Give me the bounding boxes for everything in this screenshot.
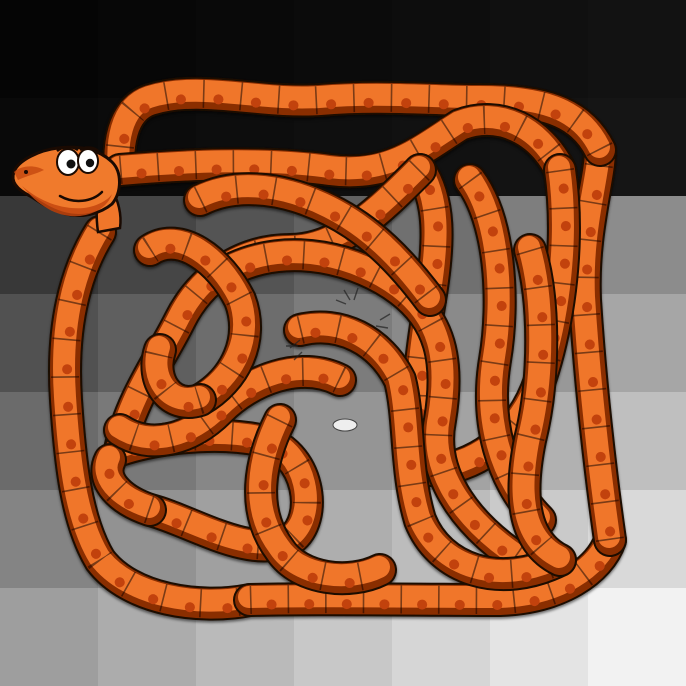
snake-body-segment [140, 333, 217, 419]
snake-body-segment [90, 443, 167, 527]
snake-body-segment [48, 215, 267, 621]
snake-body-segment [133, 226, 262, 417]
snake-body-segment [283, 310, 577, 591]
snake-body-segment [567, 133, 627, 557]
snake-body-segment [213, 238, 537, 577]
snake-body-segment [183, 172, 447, 317]
snake-body-segment [103, 355, 357, 458]
background-tile [588, 588, 686, 686]
snake-body-segment [103, 103, 577, 189]
snake-body-segment [233, 523, 627, 617]
snake-body-segment [102, 76, 617, 187]
background-tile [588, 0, 686, 98]
debris-decoration [286, 287, 391, 361]
white-pebble [332, 418, 358, 432]
snake-body-segment [244, 403, 397, 596]
snake-body-segment [507, 233, 577, 577]
background-tile [0, 0, 98, 98]
background-tile [490, 0, 588, 98]
snake-head-icon [11, 145, 122, 234]
background-tile [0, 588, 98, 686]
